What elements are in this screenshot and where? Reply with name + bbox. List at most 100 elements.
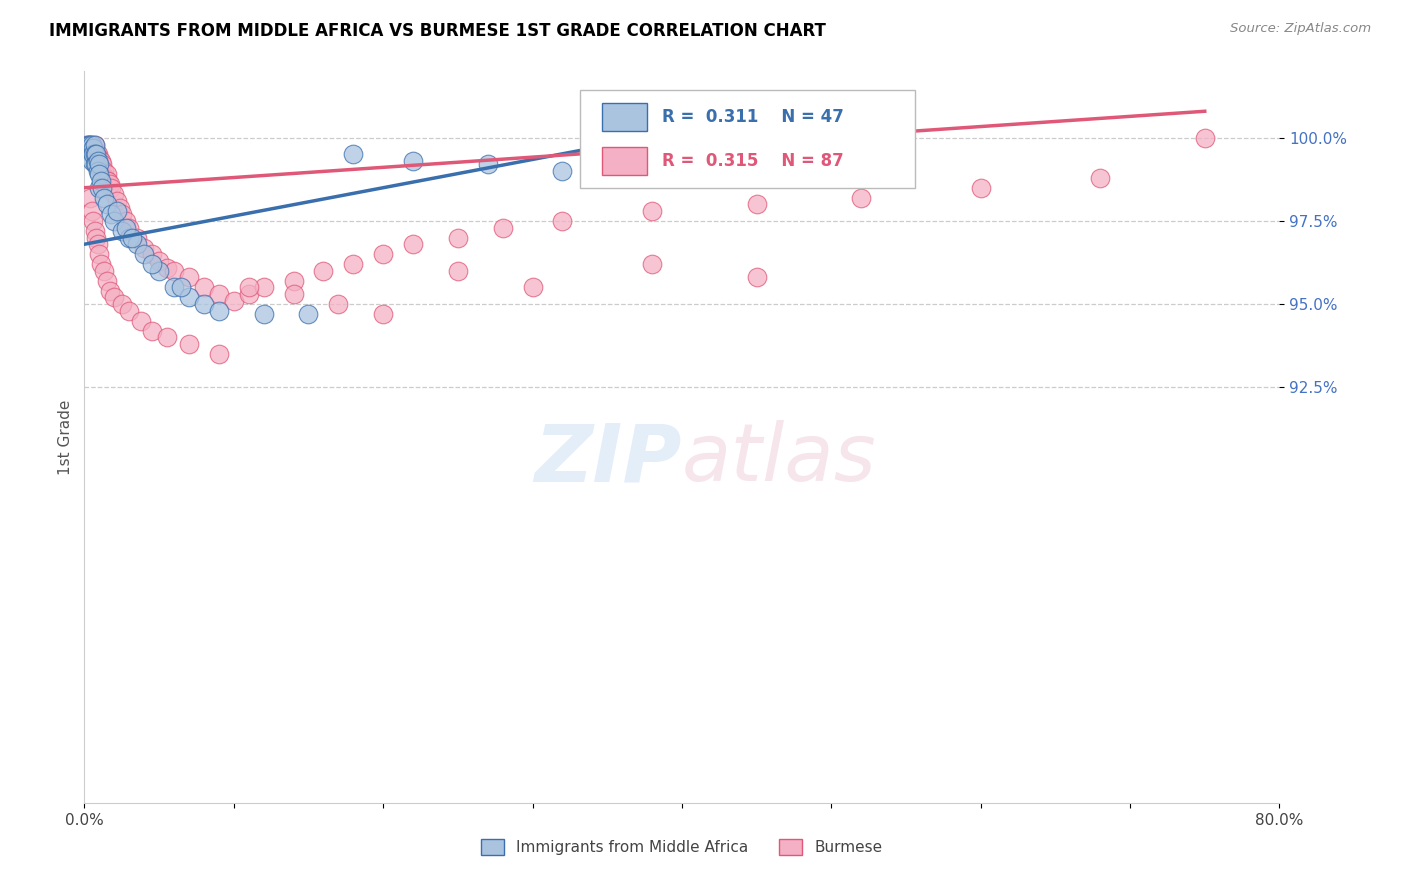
Text: R =  0.311    N = 47: R = 0.311 N = 47	[662, 108, 844, 126]
Point	[193, 280, 215, 294]
Point	[91, 157, 114, 171]
Point	[83, 137, 105, 152]
Point	[80, 204, 103, 219]
Point	[155, 330, 177, 344]
Point	[80, 137, 103, 152]
Point	[141, 247, 163, 261]
Point	[103, 290, 125, 304]
Point	[447, 264, 470, 278]
Point	[121, 230, 143, 244]
Point	[87, 237, 110, 252]
Point	[87, 147, 110, 161]
Point	[641, 257, 664, 271]
Point	[125, 230, 148, 244]
Point	[222, 293, 245, 308]
Point	[91, 168, 114, 182]
Point	[1090, 170, 1112, 185]
Point	[129, 314, 152, 328]
Point	[297, 307, 319, 321]
Point	[98, 178, 121, 192]
Point	[96, 168, 118, 182]
Point	[253, 280, 276, 294]
Point	[118, 220, 141, 235]
Point	[208, 303, 231, 318]
Point	[79, 137, 101, 152]
Point	[82, 141, 104, 155]
Point	[77, 137, 100, 152]
Point	[115, 220, 138, 235]
Point	[141, 324, 163, 338]
Text: IMMIGRANTS FROM MIDDLE AFRICA VS BURMESE 1ST GRADE CORRELATION CHART: IMMIGRANTS FROM MIDDLE AFRICA VS BURMESE…	[49, 22, 827, 40]
Point	[105, 204, 128, 219]
Point	[89, 151, 111, 165]
FancyBboxPatch shape	[602, 103, 647, 130]
Point	[96, 197, 118, 211]
Point	[89, 157, 111, 171]
Point	[111, 207, 134, 221]
Point	[77, 137, 100, 152]
Point	[93, 191, 115, 205]
Point	[155, 260, 177, 275]
Point	[111, 224, 134, 238]
Point	[77, 141, 100, 155]
Point	[76, 137, 98, 152]
Point	[1194, 131, 1216, 145]
Point	[76, 137, 98, 152]
Point	[87, 164, 110, 178]
Point	[312, 264, 335, 278]
Point	[551, 214, 574, 228]
Point	[745, 197, 768, 211]
Point	[118, 230, 141, 244]
Point	[970, 180, 993, 194]
Point	[90, 257, 112, 271]
Point	[93, 164, 115, 178]
Point	[342, 257, 364, 271]
Point	[253, 307, 276, 321]
Point	[328, 297, 350, 311]
Point	[641, 204, 664, 219]
Point	[110, 201, 132, 215]
Point	[90, 164, 112, 178]
Point	[141, 257, 163, 271]
Point	[745, 270, 768, 285]
Point	[402, 154, 425, 169]
Point	[132, 247, 156, 261]
Point	[83, 137, 105, 152]
Point	[193, 297, 215, 311]
Point	[402, 237, 425, 252]
Point	[83, 147, 105, 161]
Point	[447, 230, 470, 244]
Point	[118, 303, 141, 318]
Point	[342, 147, 364, 161]
Point	[80, 137, 103, 152]
Point	[238, 280, 260, 294]
Point	[97, 174, 120, 188]
Point	[492, 220, 515, 235]
Point	[522, 280, 544, 294]
Point	[373, 307, 395, 321]
Point	[100, 180, 122, 194]
Point	[79, 144, 101, 158]
Point	[125, 237, 148, 252]
Point	[477, 157, 499, 171]
Point	[177, 337, 200, 351]
Point	[86, 144, 108, 158]
Point	[82, 147, 104, 161]
Point	[148, 264, 170, 278]
Point	[83, 224, 105, 238]
Point	[105, 194, 128, 208]
Point	[132, 241, 156, 255]
Point	[177, 290, 200, 304]
Point	[98, 284, 121, 298]
Point	[551, 164, 574, 178]
Point	[238, 287, 260, 301]
Point	[373, 247, 395, 261]
Point	[86, 154, 108, 169]
Point	[86, 157, 108, 171]
Point	[89, 161, 111, 175]
Text: R =  0.315    N = 87: R = 0.315 N = 87	[662, 153, 844, 170]
Point	[82, 214, 104, 228]
Point	[79, 191, 101, 205]
Text: Source: ZipAtlas.com: Source: ZipAtlas.com	[1230, 22, 1371, 36]
Point	[79, 141, 101, 155]
